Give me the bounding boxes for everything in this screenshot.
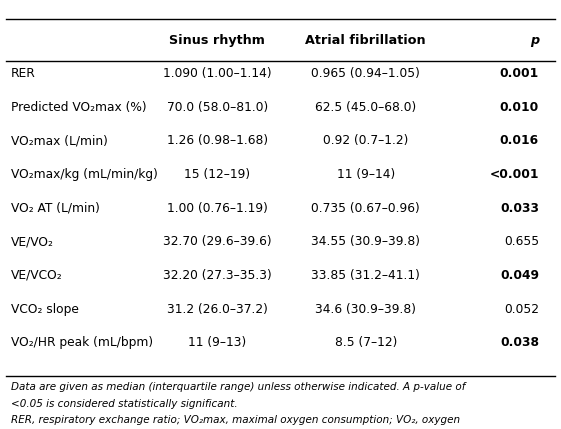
Text: 32.70 (29.6–39.6): 32.70 (29.6–39.6) — [163, 236, 272, 248]
Text: <0.001: <0.001 — [489, 168, 539, 181]
Text: VE/VCO₂: VE/VCO₂ — [11, 269, 63, 282]
Text: p: p — [530, 33, 539, 46]
Text: <0.05 is considered statistically significant.: <0.05 is considered statistically signif… — [11, 399, 238, 409]
Text: 0.038: 0.038 — [500, 336, 539, 349]
Text: 1.26 (0.98–1.68): 1.26 (0.98–1.68) — [167, 134, 268, 148]
Text: RER, respiratory exchange ratio; VO₂max, maximal oxygen consumption; VO₂, oxygen: RER, respiratory exchange ratio; VO₂max,… — [11, 415, 460, 426]
Text: Atrial fibrillation: Atrial fibrillation — [305, 33, 426, 46]
Text: 0.052: 0.052 — [504, 302, 539, 316]
Text: 0.033: 0.033 — [500, 202, 539, 214]
Text: 70.0 (58.0–81.0): 70.0 (58.0–81.0) — [167, 101, 268, 114]
Text: 0.016: 0.016 — [500, 134, 539, 148]
Text: RER: RER — [11, 67, 36, 80]
Text: Sinus rhythm: Sinus rhythm — [169, 33, 265, 46]
Text: VO₂/HR peak (mL/bpm): VO₂/HR peak (mL/bpm) — [11, 336, 153, 349]
Text: 1.00 (0.76–1.19): 1.00 (0.76–1.19) — [167, 202, 268, 214]
Text: 33.85 (31.2–41.1): 33.85 (31.2–41.1) — [311, 269, 420, 282]
Text: 62.5 (45.0–68.0): 62.5 (45.0–68.0) — [315, 101, 416, 114]
Text: VO₂max/kg (mL/min/kg): VO₂max/kg (mL/min/kg) — [11, 168, 158, 181]
Text: Data are given as median (interquartile range) unless otherwise indicated. A p-v: Data are given as median (interquartile … — [11, 382, 466, 392]
Text: 31.2 (26.0–37.2): 31.2 (26.0–37.2) — [167, 302, 268, 316]
Text: Predicted VO₂max (%): Predicted VO₂max (%) — [11, 101, 147, 114]
Text: 1.090 (1.00–1.14): 1.090 (1.00–1.14) — [163, 67, 272, 80]
Text: 0.655: 0.655 — [504, 236, 539, 248]
Text: 32.20 (27.3–35.3): 32.20 (27.3–35.3) — [163, 269, 272, 282]
Text: 15 (12–19): 15 (12–19) — [184, 168, 250, 181]
Text: 0.010: 0.010 — [500, 101, 539, 114]
Text: 11 (9–13): 11 (9–13) — [188, 336, 246, 349]
Text: 34.6 (30.9–39.8): 34.6 (30.9–39.8) — [315, 302, 416, 316]
Text: 0.92 (0.7–1.2): 0.92 (0.7–1.2) — [323, 134, 408, 148]
Text: VCO₂ slope: VCO₂ slope — [11, 302, 79, 316]
Text: 34.55 (30.9–39.8): 34.55 (30.9–39.8) — [311, 236, 420, 248]
Text: 0.049: 0.049 — [500, 269, 539, 282]
Text: 11 (9–14): 11 (9–14) — [337, 168, 395, 181]
Text: 0.735 (0.67–0.96): 0.735 (0.67–0.96) — [311, 202, 420, 214]
Text: VO₂max (L/min): VO₂max (L/min) — [11, 134, 108, 148]
Text: VE/VO₂: VE/VO₂ — [11, 236, 54, 248]
Text: VO₂ AT (L/min): VO₂ AT (L/min) — [11, 202, 100, 214]
Text: 0.965 (0.94–1.05): 0.965 (0.94–1.05) — [311, 67, 420, 80]
Text: 0.001: 0.001 — [500, 67, 539, 80]
Text: 8.5 (7–12): 8.5 (7–12) — [334, 336, 397, 349]
